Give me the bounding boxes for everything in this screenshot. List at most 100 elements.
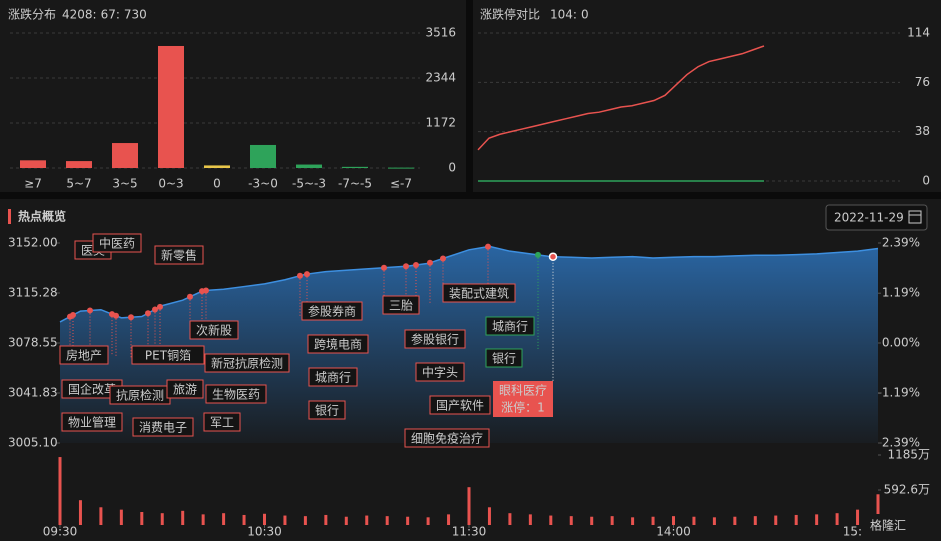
y-tick-label: 0	[922, 174, 930, 188]
title: 涨跌分布	[8, 7, 56, 22]
tag[interactable]	[204, 353, 290, 373]
tag[interactable]	[59, 345, 109, 365]
tag-label: 军工	[210, 416, 234, 430]
event-dot	[381, 264, 387, 271]
volume-bar	[528, 514, 532, 525]
series-line	[477, 45, 765, 151]
event-dot	[203, 287, 209, 294]
event-dot	[128, 314, 134, 321]
tag[interactable]	[404, 428, 490, 448]
y-tick-label: 76	[915, 75, 930, 89]
event-dot	[440, 255, 446, 262]
highlight-sub: 涨停：1	[501, 400, 545, 415]
event-dot	[427, 259, 433, 266]
tag-label: 国企改革	[68, 382, 116, 397]
y-tick-label: 3516	[425, 26, 456, 40]
x-tick-label: 0~3	[158, 177, 183, 191]
volume-bar	[365, 515, 369, 525]
event-dot	[413, 262, 419, 269]
tag[interactable]	[307, 334, 369, 354]
tag-label: 次新股	[196, 323, 232, 338]
volume-bar	[774, 515, 778, 525]
title: 涨跌停对比	[480, 7, 540, 22]
tag[interactable]	[485, 316, 535, 336]
x-tick-label: ≥7	[24, 177, 42, 191]
volume-bar	[119, 509, 123, 525]
volume-tick-label: 1185万	[887, 448, 930, 462]
event-dot	[87, 307, 93, 314]
calendar-icon	[908, 210, 922, 224]
x-tick-label: ≤-7	[390, 177, 412, 191]
highlight-tag[interactable]	[493, 381, 553, 417]
tag[interactable]	[189, 320, 239, 340]
date-picker[interactable]	[825, 204, 928, 231]
tag[interactable]	[404, 329, 466, 349]
tag-label: 物业管理	[68, 415, 116, 430]
tag-label: PET铜箔	[145, 348, 191, 363]
tag[interactable]	[308, 367, 358, 387]
tag[interactable]	[131, 345, 205, 365]
bar	[20, 160, 46, 168]
tag-label: 跨境电商	[314, 337, 362, 352]
tag[interactable]	[485, 348, 523, 368]
volume-bar	[692, 516, 696, 525]
y2-tick-label: -2.39%	[878, 436, 920, 450]
bar	[296, 164, 322, 168]
volume-bar	[426, 517, 430, 525]
tag-label: 三胎	[389, 299, 413, 313]
volume-bar	[794, 514, 798, 525]
volume-bar	[712, 517, 716, 525]
tag[interactable]	[132, 417, 194, 437]
tag[interactable]	[382, 295, 420, 315]
y2-tick-label: -1.19%	[878, 385, 920, 399]
y2-tick-label: 2.39%	[882, 236, 920, 250]
tag[interactable]	[415, 362, 465, 382]
volume-bar	[344, 516, 348, 525]
y-tick-label: 3078.55	[8, 336, 58, 350]
volume-bar	[140, 512, 144, 525]
volume-bar	[283, 515, 287, 525]
y2-tick-label: 0.00%	[882, 336, 920, 350]
x-tick-label: 5~7	[66, 177, 91, 191]
index-line	[59, 245, 879, 323]
bar	[158, 45, 184, 168]
tag-label: 国产软件	[436, 399, 484, 413]
event-dot	[297, 272, 303, 279]
stat: 67:	[101, 8, 120, 22]
tag-label: 银行	[492, 352, 516, 366]
volume-bar	[181, 510, 185, 525]
x-tick-label: 0	[213, 177, 221, 191]
volume-bar	[753, 516, 757, 525]
highlight-label: 眼科医疗	[499, 384, 547, 398]
y-tick-label: 3005.10	[8, 436, 58, 450]
tag-label: 抗原检测	[116, 388, 164, 403]
volume-bar	[242, 514, 246, 525]
tag[interactable]	[205, 384, 267, 404]
volume-tick-label: 592.6万	[884, 482, 930, 496]
panel-limit	[473, 0, 941, 192]
volume-bar	[508, 513, 512, 525]
x-tick-label: 3~5	[112, 177, 137, 191]
event-dot	[535, 251, 541, 258]
volume-bar	[447, 514, 451, 525]
tag[interactable]	[154, 245, 204, 265]
date: 2022-11-29	[834, 211, 904, 225]
y-tick-label: 1172	[425, 116, 456, 130]
tag[interactable]	[429, 395, 491, 415]
logo: 格隆汇	[870, 518, 906, 533]
tag[interactable]	[61, 412, 123, 432]
tag[interactable]	[308, 400, 346, 420]
y-tick-label: 3041.83	[8, 385, 58, 399]
tag[interactable]	[203, 412, 241, 432]
tag-label: 装配式建筑	[449, 286, 509, 301]
stat: 730	[124, 8, 147, 22]
stat: 104:	[550, 8, 577, 22]
tag[interactable]	[166, 379, 204, 399]
tag[interactable]	[442, 283, 516, 303]
tag-label: 参股银行	[411, 332, 459, 347]
tag-label: 城商行	[492, 319, 528, 334]
tag[interactable]	[92, 233, 142, 253]
tag[interactable]	[301, 301, 363, 321]
y-tick-label: 38	[915, 124, 930, 138]
